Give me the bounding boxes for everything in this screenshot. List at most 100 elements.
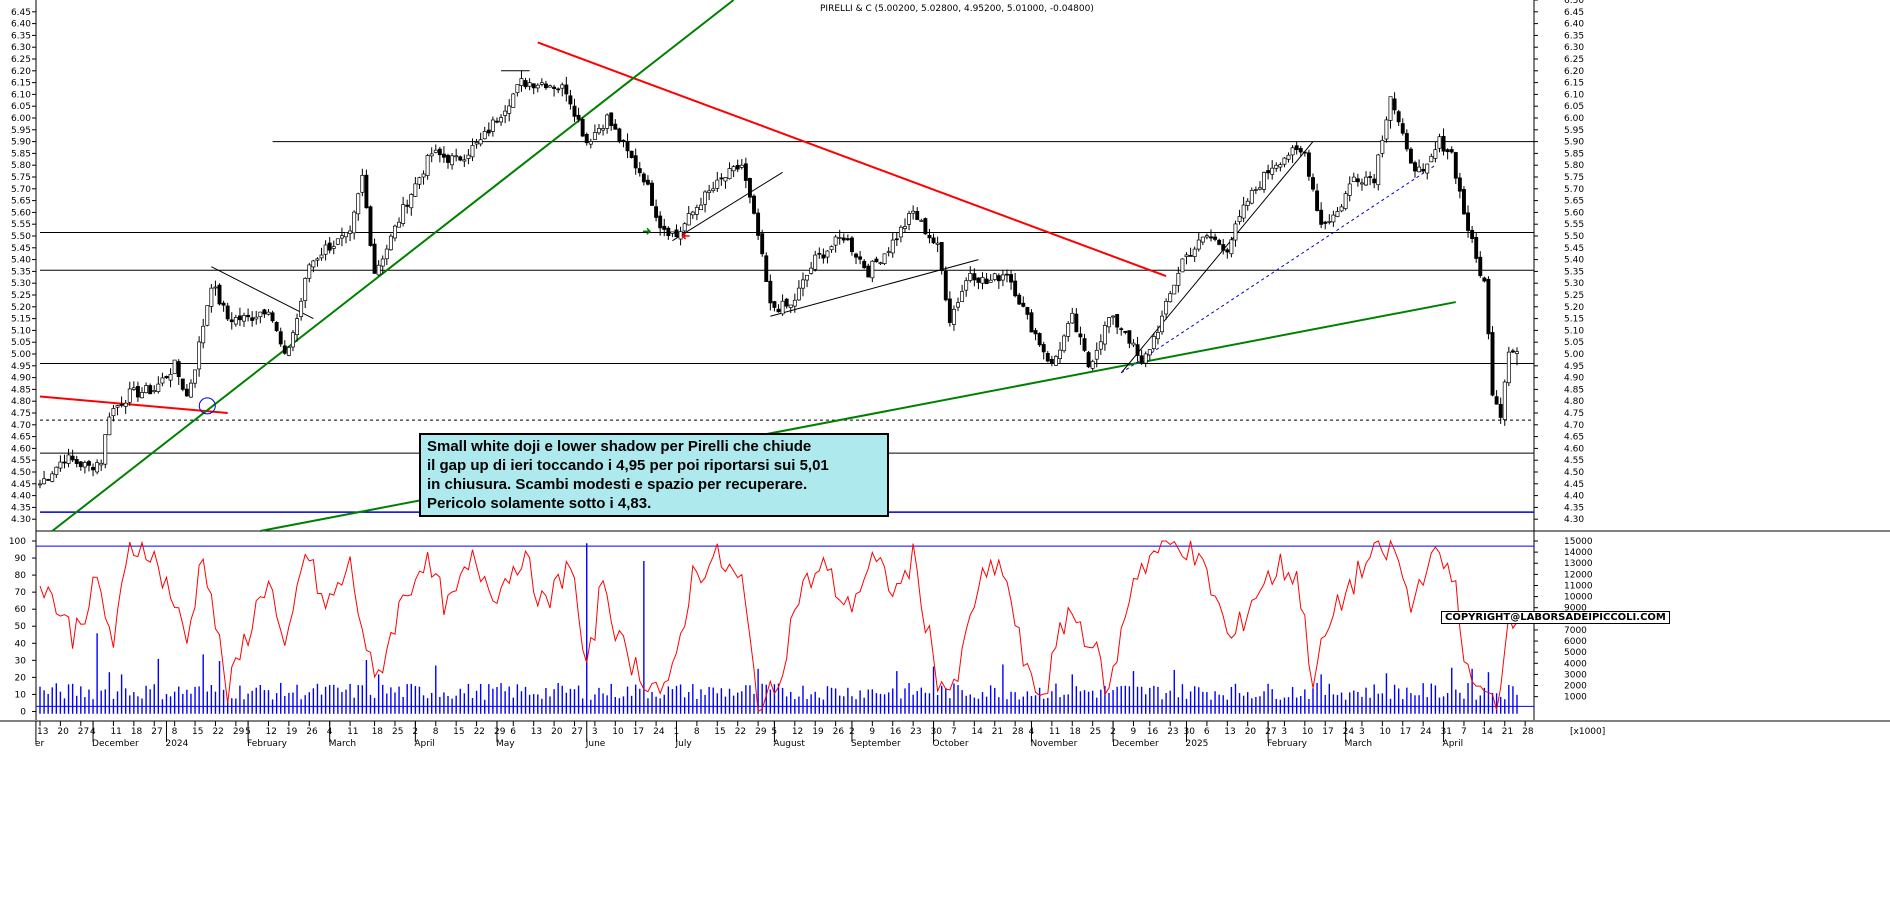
candle-body [1351,176,1356,183]
month-label: February [247,739,288,749]
candle-body [1515,351,1519,354]
date-tick-label: 11 [347,727,358,737]
candle-body [576,114,581,120]
month-label: er [35,739,45,749]
trendline [770,259,979,317]
candle-body [348,230,353,234]
price-tick-label: 5.20 [11,303,31,313]
candle-body [992,273,997,280]
price-tick-label-right: 5.50 [1564,232,1584,242]
candle-body [719,177,724,180]
candle-body [1009,274,1014,283]
candle-body [1510,350,1515,353]
date-tick-label: 18 [1069,727,1081,737]
candle-body [1396,111,1401,123]
date-tick-label: 3 [1359,727,1365,737]
price-tick-label-right: 4.45 [1564,480,1584,490]
price-tick-label-right: 4.65 [1564,433,1584,443]
candle-body [1058,349,1062,359]
candle-body [1339,206,1344,212]
candle-body [425,155,430,176]
candle-body [935,242,940,245]
candle-body [205,305,210,326]
price-tick-label-right: 6.20 [1564,67,1584,77]
candle-body [140,392,144,399]
candle-body [1115,314,1120,328]
candle-body [1172,284,1177,295]
month-label: 2025 [1186,739,1209,749]
candle-body [466,154,471,159]
price-tick-label-right: 4.55 [1564,456,1584,466]
month-label: November [1030,739,1077,749]
candle-body [735,164,740,170]
candlestick-series [38,70,1519,489]
candle-body [1209,236,1213,239]
candle-body [482,130,487,140]
candle-body [503,110,508,116]
candle-body [617,128,622,142]
candle-body [923,218,928,235]
candle-body [380,258,385,267]
price-tick-label: 6.45 [11,8,31,18]
candle-body [780,300,785,315]
candle-body [956,302,960,308]
date-tick-label: 12 [792,727,803,737]
candle-body [70,455,75,461]
candle-body [511,93,516,108]
candle-body [1094,349,1099,360]
candle-body [152,390,157,392]
candle-body [421,173,426,178]
date-tick-label: 10 [612,727,624,737]
candle-body [613,123,618,130]
volume-tick-label: 11000 [1564,581,1593,591]
candle-body [66,454,71,464]
candle-body [1196,239,1201,250]
candle-body [592,132,597,140]
candle-body [523,80,528,88]
candle-body [1090,360,1095,369]
date-tick-label: 19 [286,727,298,737]
candle-body [42,478,47,485]
candle-body [1323,221,1328,224]
date-tick-label: 6 [510,727,516,737]
candle-body [747,177,752,198]
candle-body [862,260,867,269]
date-tick-label: 24 [1420,727,1432,737]
date-tick-label: 14 [971,727,983,737]
price-tick-label-right: 5.05 [1564,338,1584,348]
candle-body [939,242,944,271]
osc-tick-label: 30 [15,656,27,666]
date-tick-label: 9 [1130,727,1136,737]
candle-body [242,315,246,322]
candle-body [233,317,238,325]
candle-body [1086,352,1091,368]
candle-body [107,416,112,436]
osc-tick-label: 80 [15,571,27,581]
candle-body [474,142,479,145]
candle-body [311,260,316,268]
candle-body [144,385,149,394]
price-tick-label: 4.40 [11,492,31,502]
candle-body [388,235,393,251]
candle-body [364,174,369,209]
candle-body [1449,149,1454,153]
candle-body [266,311,271,315]
price-tick-label: 5.45 [11,244,31,254]
candle-body [160,377,165,384]
candle-body [527,82,532,87]
price-tick-label-right: 4.30 [1564,515,1584,525]
candle-body [1176,272,1181,286]
price-tick-label-right: 5.30 [1564,279,1584,289]
candle-body [927,234,932,239]
candle-body [376,264,381,276]
price-tick-label: 5.55 [11,220,31,230]
month-label: March [1345,739,1372,749]
price-tick-label-right: 6.05 [1564,102,1584,112]
date-tick-label: 27 [1265,727,1276,737]
price-tick-label-right: 5.25 [1564,291,1584,301]
date-tick-label: 16 [1147,727,1159,737]
date-tick-label: 11 [1049,727,1060,737]
candle-body [849,237,854,253]
candle-body [1470,229,1475,239]
date-tick-label: 7 [951,727,957,737]
